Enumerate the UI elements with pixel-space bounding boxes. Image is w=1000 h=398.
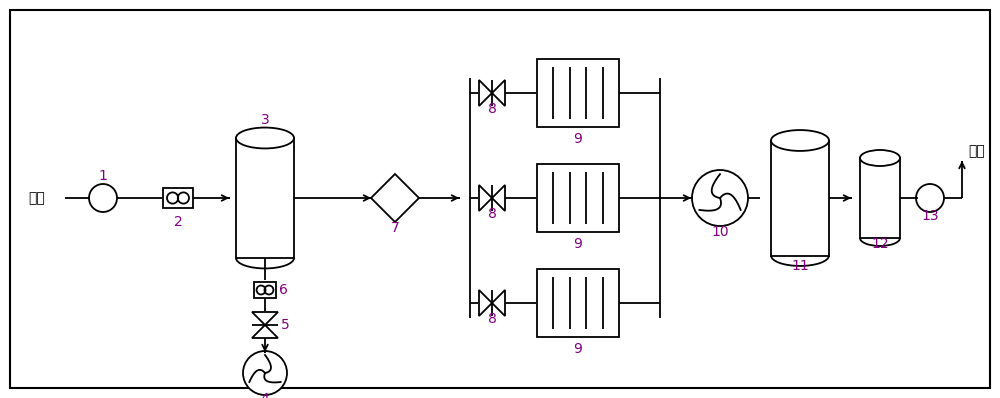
Text: 排空: 排空: [968, 144, 985, 158]
Bar: [254, 282, 276, 298]
Text: 8: 8: [488, 312, 496, 326]
Text: 13: 13: [921, 209, 939, 223]
Text: 7: 7: [391, 221, 399, 235]
Polygon shape: [479, 80, 492, 106]
Text: 11: 11: [791, 259, 809, 273]
Text: 9: 9: [574, 342, 582, 356]
Circle shape: [243, 351, 287, 395]
Text: 6: 6: [279, 283, 288, 297]
Text: 8: 8: [488, 207, 496, 221]
Text: 3: 3: [261, 113, 269, 127]
Bar: [860, 158, 900, 238]
Text: 9: 9: [574, 132, 582, 146]
Text: 2: 2: [174, 215, 182, 229]
Bar: [771, 140, 829, 256]
Text: 4: 4: [261, 392, 269, 398]
Ellipse shape: [236, 128, 294, 148]
Bar: [537, 164, 619, 232]
Polygon shape: [479, 185, 492, 211]
Text: 1: 1: [99, 169, 107, 183]
Polygon shape: [492, 185, 505, 211]
Bar: [537, 269, 619, 337]
Polygon shape: [252, 312, 278, 325]
Ellipse shape: [860, 150, 900, 166]
Ellipse shape: [771, 130, 829, 151]
Text: 10: 10: [711, 225, 729, 239]
Text: 9: 9: [574, 237, 582, 251]
Polygon shape: [492, 290, 505, 316]
Bar: [163, 188, 193, 208]
Text: 废气: 废气: [28, 191, 45, 205]
Bar: [236, 138, 294, 258]
Circle shape: [692, 170, 748, 226]
Polygon shape: [492, 80, 505, 106]
Text: 8: 8: [488, 102, 496, 116]
Text: 12: 12: [871, 237, 889, 251]
Polygon shape: [479, 290, 492, 316]
Bar: [537, 59, 619, 127]
Polygon shape: [252, 325, 278, 338]
Text: 5: 5: [281, 318, 290, 332]
